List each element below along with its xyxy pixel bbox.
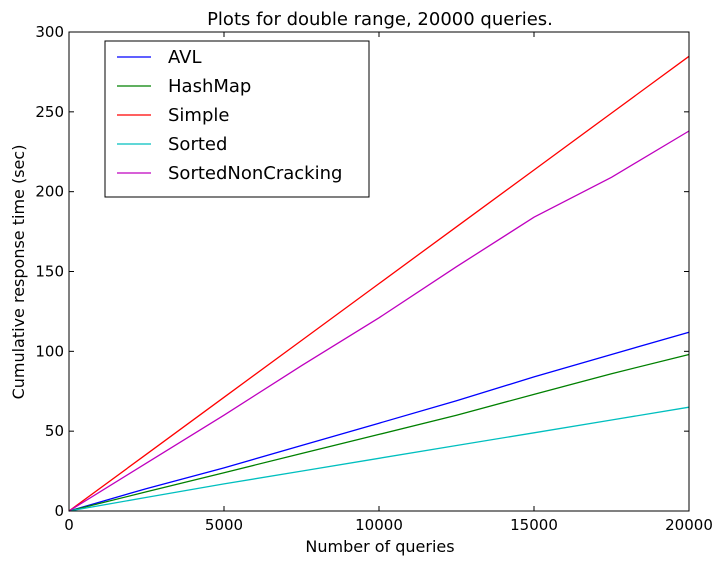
plot-area: 0 5000 10000 15000 20000 0 50 100 150 200 250 300 xyxy=(35,23,713,534)
x-axis-label: Number of queries xyxy=(305,537,454,556)
y-tick-label: 50 xyxy=(45,422,64,440)
legend-label: HashMap xyxy=(168,76,251,97)
y-tick-label: 250 xyxy=(35,103,64,121)
x-tick-label: 5000 xyxy=(205,516,243,534)
series-line-avl xyxy=(68,331,690,512)
legend-label: SortedNonCracking xyxy=(168,163,342,184)
y-tick-label: 300 xyxy=(35,23,64,41)
y-tick-label: 100 xyxy=(35,342,64,360)
legend-label: AVL xyxy=(168,47,202,68)
y-tick-label: 0 xyxy=(54,502,64,520)
y-tick-label: 200 xyxy=(35,183,64,201)
legend-label: Simple xyxy=(168,105,229,126)
x-tick-label: 0 xyxy=(64,516,74,534)
x-tick-label: 20000 xyxy=(665,516,713,534)
series-line-hashmap xyxy=(68,353,690,512)
x-tick-label: 15000 xyxy=(510,516,558,534)
legend: AVL HashMap Simple Sorted SortedNonCracking xyxy=(104,40,370,198)
chart-title: Plots for double range, 20000 queries. xyxy=(207,9,553,30)
series-line-sorted xyxy=(68,406,690,512)
y-axis-label: Cumulative response time (sec) xyxy=(9,145,28,400)
y-tick-label: 150 xyxy=(35,263,64,281)
legend-box xyxy=(104,40,370,198)
series-line-simple xyxy=(68,55,690,512)
series-line-sortednoncracking xyxy=(68,130,690,512)
x-tick-label: 10000 xyxy=(355,516,403,534)
legend-label: Sorted xyxy=(168,134,227,155)
